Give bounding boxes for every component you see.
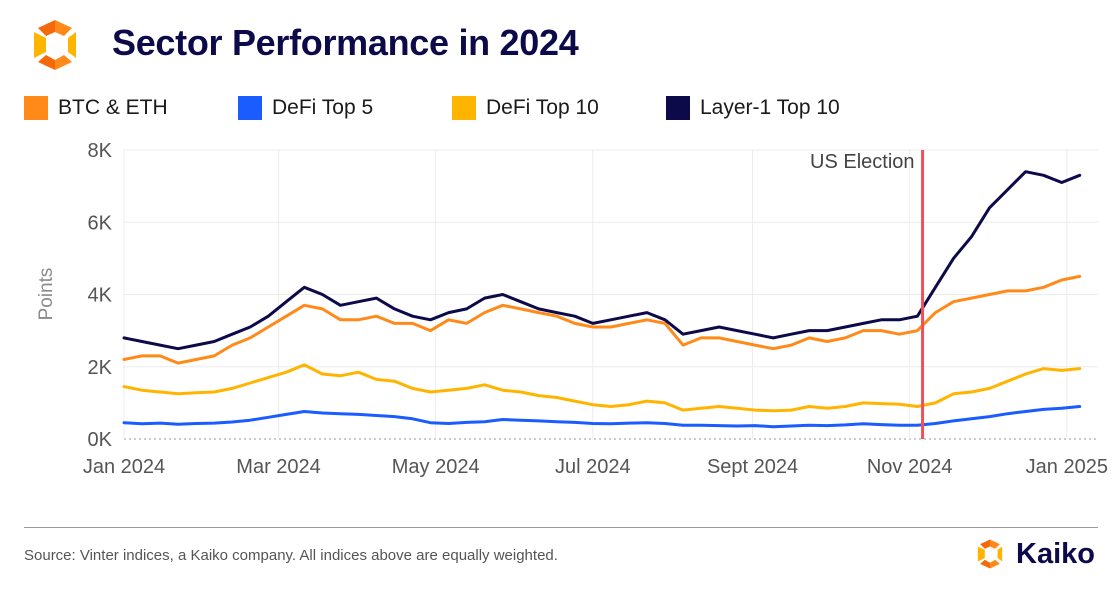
y-tick-label: 2K (88, 357, 113, 379)
y-tick-label: 8K (88, 140, 113, 162)
x-tick-label: Sept 2024 (707, 456, 798, 478)
legend-label-defi-top-10: DeFi Top 10 (486, 96, 599, 119)
y-tick-label: 6K (88, 212, 113, 234)
series-line-layer-1-top-10 (122, 170, 1082, 351)
brand-name: Kaiko (1016, 537, 1095, 570)
legend-swatch-layer1-top-10 (666, 96, 690, 120)
legend-label-defi-top-5: DeFi Top 5 (272, 96, 374, 119)
series-line-defi-top-5 (122, 405, 1082, 429)
x-tick-label: Jan 2024 (83, 456, 165, 478)
legend-swatch-btc-eth (24, 96, 48, 120)
y-tick-label: 4K (88, 285, 113, 307)
election-marker-label: US Election (810, 151, 915, 173)
line-chart: 0K 2K 4K 6K 8K Jan 2024 Mar 2024 May 2024 Jul 20… (36, 140, 1108, 478)
legend-item-btc-eth: BTC & ETH (24, 96, 168, 120)
legend-swatch-defi-top-10 (452, 96, 476, 120)
legend-item-layer1-top-10: Layer-1 Top 10 (666, 96, 840, 120)
x-tick-label: Mar 2024 (236, 456, 321, 478)
series-line-defi-top-10 (122, 363, 1082, 413)
x-tick-label: Nov 2024 (867, 456, 953, 478)
brand-mark: Kaiko (972, 536, 1095, 572)
series-line-btc-eth (122, 274, 1082, 365)
legend-swatch-defi-top-5 (238, 96, 262, 120)
x-tick-label: Jan 2025 (1026, 456, 1108, 478)
y-tick-label: 0K (88, 429, 113, 451)
legend-label-layer1-top-10: Layer-1 Top 10 (700, 96, 840, 119)
footer-divider (24, 527, 1098, 528)
legend-label-btc-eth: BTC & ETH (58, 96, 168, 119)
kaiko-logo-icon (34, 20, 76, 70)
x-tick-label: May 2024 (392, 456, 480, 478)
chart-legend: BTC & ETH DeFi Top 5 DeFi Top 10 Layer-1… (24, 96, 924, 126)
source-note: Source: Vinter indices, a Kaiko company.… (24, 547, 558, 564)
legend-item-defi-top-5: DeFi Top 5 (238, 96, 373, 120)
x-tick-label: Jul 2024 (555, 456, 631, 478)
legend-item-defi-top-10: DeFi Top 10 (452, 96, 599, 120)
y-axis-title: Points (36, 268, 57, 321)
kaiko-logo-icon (977, 539, 1003, 569)
chart-title: Sector Performance in 2024 (112, 22, 579, 63)
